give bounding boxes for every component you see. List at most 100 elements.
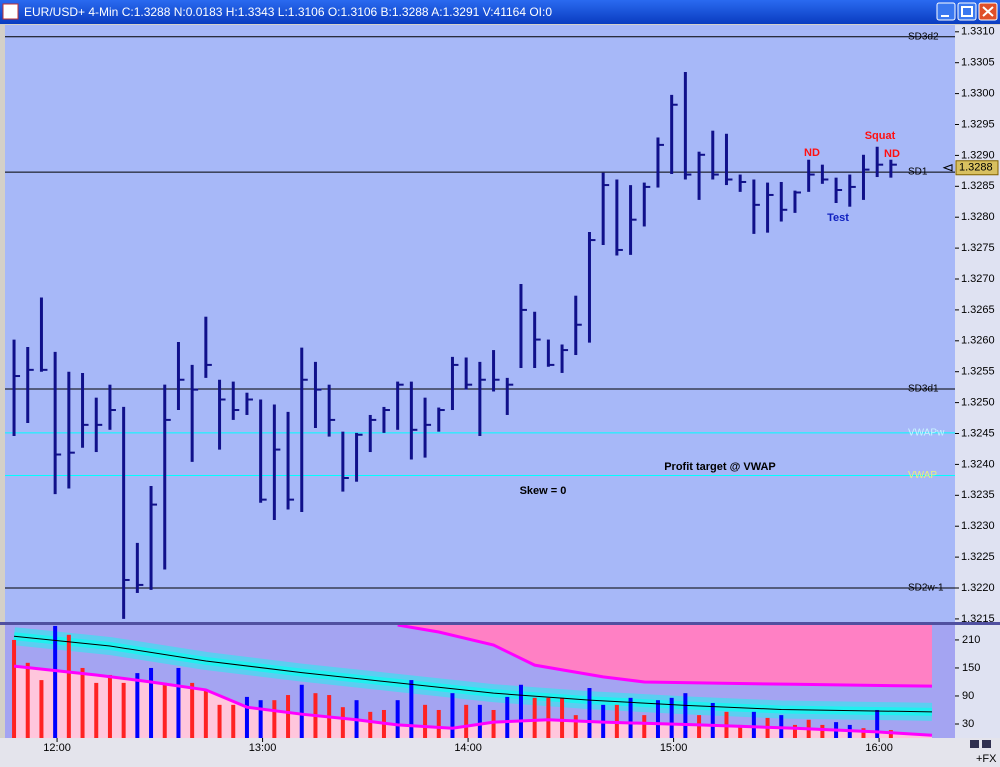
y-tick-label: 1.3220 [961,582,995,594]
volume-bar [244,696,249,738]
volume-bar [655,700,660,738]
scroll-button[interactable] [970,740,979,748]
volume-bar [423,704,428,738]
volume-bar [286,695,291,738]
price-pointer [942,164,953,172]
volume-bar [532,697,537,738]
lower-line [13,664,933,737]
volume-bar [464,704,469,738]
volume-bar [231,704,236,738]
volume-bar [203,689,208,738]
volume-bar [299,684,304,738]
upper-fill [397,625,932,687]
y-tick-label: 1.3265 [961,304,995,316]
y-tick-label: 1.3290 [961,149,995,161]
lower-fill [14,666,932,738]
volume-bar [751,711,756,738]
panel-separator [0,622,1000,625]
time-axis [0,738,1000,767]
y-tick-label: 1.3280 [961,211,995,223]
upper-line [397,625,933,688]
annotation: ND [804,147,820,159]
volume-bar [573,715,578,738]
title-bar [0,0,1000,24]
y-tick-label: 1.3295 [961,118,995,130]
volume-bar [710,702,715,738]
x-tick-label: 13:00 [249,742,277,754]
y-tick-label: 1.3255 [961,366,995,378]
volume-bar [258,700,263,738]
annotation: Squat [865,130,896,142]
volume-bar [162,682,167,738]
volume-bar [39,680,44,738]
volume-bar [738,724,743,738]
scroll-button[interactable] [982,740,991,748]
volume-bar [546,697,551,738]
app-icon[interactable] [2,3,19,20]
corner-label: +FX [976,753,997,765]
volume-bar [628,697,633,738]
y-tick-label: 1.3270 [961,273,995,285]
volume-bar [12,639,17,738]
y-tick-label: 30 [962,718,974,730]
price-panel [5,25,955,622]
last-price-label: 1.3288 [959,162,993,174]
y-tick-label: 150 [962,662,980,674]
volume-bar [669,697,674,738]
volume-bar [505,696,510,738]
volume-bar [875,709,880,738]
volume-bar [94,682,99,738]
y-tick-label: 1.3230 [961,520,995,532]
y-tick-label: 90 [962,690,974,702]
volume-bar [217,704,222,738]
volume-bar [792,724,797,738]
y-tick-label: 1.3310 [961,26,995,38]
volume-bar [642,715,647,738]
volume-bar [368,711,373,738]
level-label: SD3d2 [908,31,939,42]
volume-bar [587,688,592,738]
minimize-button[interactable] [936,2,956,21]
price-axis [955,25,1000,622]
y-tick-label: 1.3235 [961,489,995,501]
y-tick-label: 1.3245 [961,427,995,439]
level-label: SD3d1 [908,384,939,395]
price-plot: 1.3215 1.3220 1.3225 1.3230 1.3235 1.3240 1.32… [5,26,999,625]
volume-plot: 30 90 150 210 12:00 13:00 14:00 15:00 16:00 [12,625,980,754]
volume-bar [135,673,140,738]
volume-bar [121,682,126,738]
y-tick-label: 210 [962,634,980,646]
volume-bar [190,682,195,738]
volume-bar [450,693,455,738]
volume-bar [149,667,154,738]
volume-bar [107,674,112,738]
level-label: SD2w-1 [908,583,944,594]
x-tick-label: 14:00 [454,742,482,754]
level-label: VWAPw [908,428,945,439]
y-tick-label: 1.3225 [961,551,995,563]
volume-bar [176,667,181,738]
x-tick-label: 15:00 [660,742,688,754]
volume-bar [80,667,85,738]
volume-bar [491,709,496,738]
x-tick-label: 12:00 [43,742,71,754]
annotation: ND [884,148,900,160]
window-title: EUR/USD+ 4-Min C:1.3288 N:0.0183 H:1.334… [24,5,552,19]
maximize-button[interactable] [957,2,977,21]
maximize-icon [961,6,973,17]
annotation: Profit target @ VWAP [664,461,776,473]
y-tick-label: 1.3305 [961,57,995,69]
y-tick-label: 1.3285 [961,180,995,192]
volume-bar [683,693,688,738]
volume-bar [66,634,71,738]
level-label: VWAP [908,470,937,481]
y-tick-label: 1.3275 [961,242,995,254]
volume-bar [53,625,58,738]
volume-bar [518,684,523,738]
y-tick-label: 1.3250 [961,397,995,409]
y-tick-label: 1.3260 [961,335,995,347]
last-price-box [955,160,999,176]
average-line [13,635,932,713]
volume-axis [955,625,1000,738]
